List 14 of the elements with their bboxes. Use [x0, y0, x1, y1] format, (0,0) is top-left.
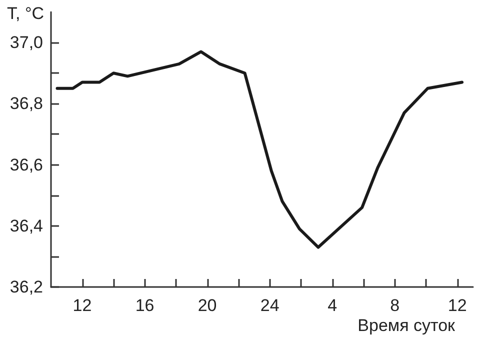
y-tick-label: 36,8	[10, 94, 43, 114]
x-tick-label: 16	[135, 296, 154, 315]
y-tick-label: 37,0	[10, 33, 43, 52]
y-tick-label: 36,6	[10, 155, 43, 174]
y-tick-label: 36,2	[10, 278, 43, 296]
x-tick-label: 12	[72, 296, 92, 315]
y-axis-title: T, °C	[7, 4, 44, 23]
x-tick-label: 8	[390, 296, 400, 315]
x-axis-title: Время суток	[358, 316, 456, 335]
x-tick-label: 20	[198, 296, 217, 315]
x-tick-label: 4	[328, 296, 338, 315]
x-tick-label: 24	[260, 296, 280, 315]
y-tick-label: 36,4	[10, 216, 43, 236]
x-tick-label: 12	[448, 296, 467, 315]
